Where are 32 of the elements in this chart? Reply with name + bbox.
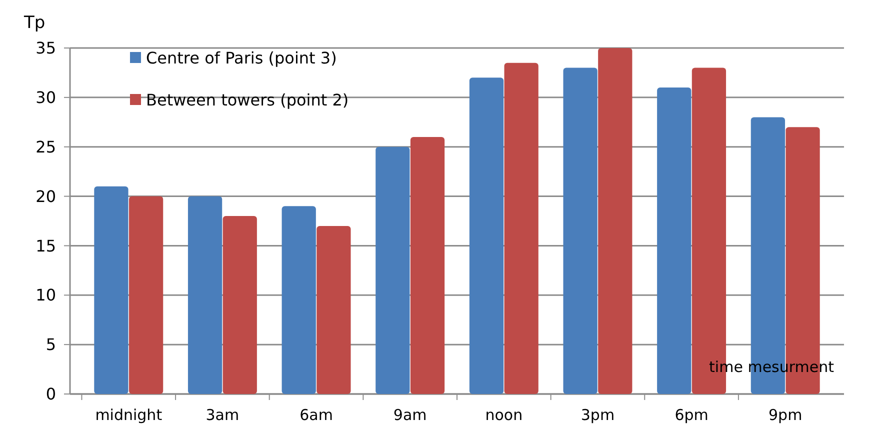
y-tick-label: 15 <box>36 236 56 256</box>
bar <box>657 88 692 394</box>
y-tick-label: 10 <box>36 286 56 305</box>
bar <box>94 186 128 394</box>
y-tick-label: 5 <box>46 335 56 354</box>
x-tick-label: 9pm <box>768 406 802 424</box>
bar <box>282 206 316 394</box>
bar <box>128 196 164 394</box>
legend-label: Centre of Paris (point 3) <box>146 48 337 68</box>
bar <box>222 216 257 394</box>
x-tick-label: 9am <box>393 406 427 424</box>
y-tick-label: 35 <box>36 38 56 58</box>
bar <box>376 146 410 394</box>
y-tick-label: 20 <box>36 186 56 206</box>
x-tick-label: 3am <box>206 406 240 424</box>
y-tick-label: 30 <box>36 88 56 108</box>
legend-label: Between towers (point 2) <box>146 90 349 110</box>
x-tick-label: 3pm <box>580 406 615 424</box>
bar <box>469 78 504 394</box>
x-tick-label: noon <box>485 406 523 424</box>
bar <box>410 136 445 394</box>
bar <box>563 68 598 394</box>
x-tick-label: 6am <box>300 406 333 424</box>
bar <box>598 48 632 394</box>
y-tick-label: 25 <box>36 137 56 156</box>
x-tick-label: midnight <box>95 406 162 424</box>
bar <box>504 62 538 394</box>
y-axis-title: Tp <box>23 13 46 33</box>
bar <box>188 196 222 394</box>
y-tick-label: 0 <box>46 384 56 404</box>
x-tick-label: 6pm <box>674 406 708 424</box>
bar <box>316 226 351 394</box>
